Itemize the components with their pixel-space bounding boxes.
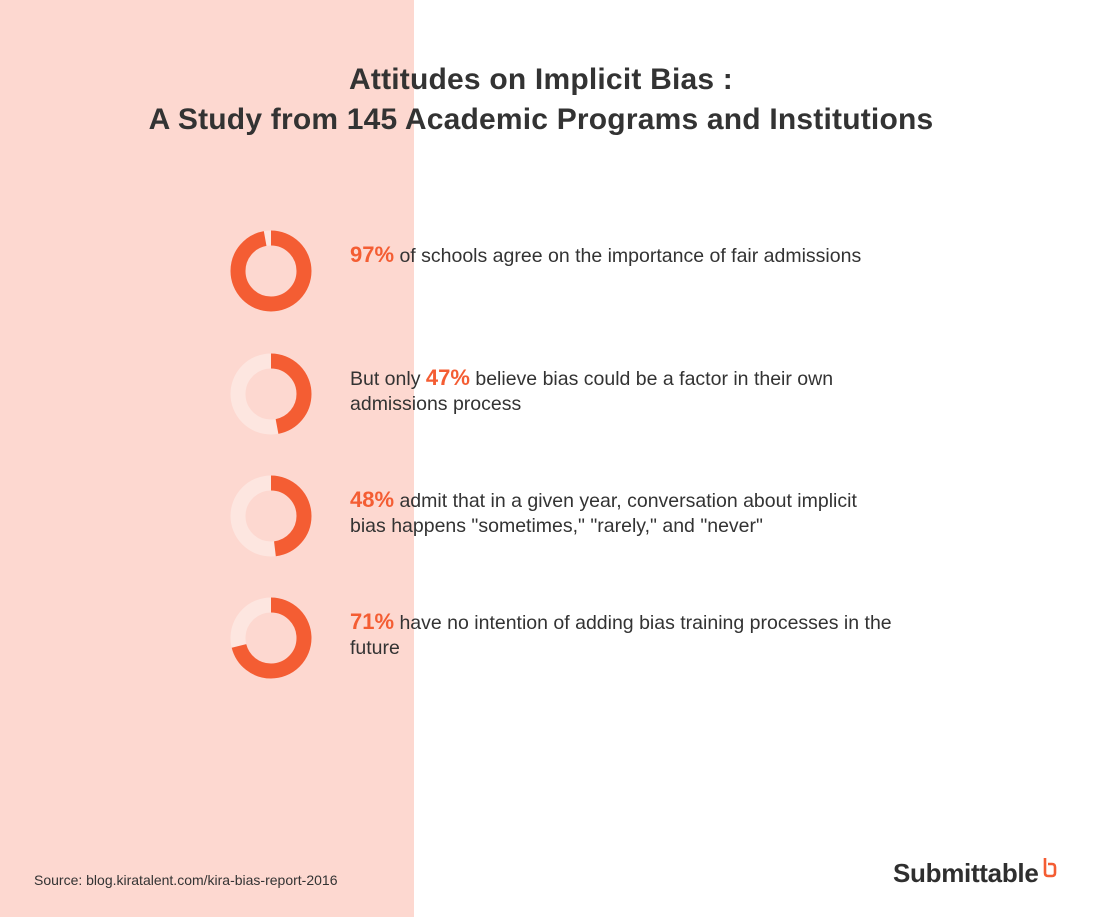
stat-row: 71% have no intention of adding bias tra… xyxy=(0,595,1100,685)
donut-value-arc xyxy=(230,475,312,557)
donut-chart xyxy=(230,353,312,435)
title-line-2: A Study from 145 Academic Programs and I… xyxy=(148,103,934,136)
donut-chart xyxy=(230,597,312,679)
background-panel xyxy=(0,0,414,917)
stat-text-description: believe bias could be a factor in their … xyxy=(350,368,834,415)
source-citation: Source: blog.kiratalent.com/kira-bias-re… xyxy=(34,872,338,888)
stat-text-description: of schools agree on the importance of fa… xyxy=(394,245,862,267)
donut-chart xyxy=(230,230,312,312)
stat-percentage: 48% xyxy=(350,487,395,512)
donut-chart xyxy=(230,475,312,557)
stat-row: But only 47% believe bias could be a fac… xyxy=(0,351,1100,441)
page-title: Attitudes on Implicit Bias : A Study fro… xyxy=(0,60,1082,140)
stat-row: 48% admit that in a given year, conversa… xyxy=(0,473,1100,563)
title-line-1: Attitudes on Implicit Bias : xyxy=(349,63,733,96)
stat-row: 97% of schools agree on the importance o… xyxy=(0,228,1100,318)
stat-text: 97% of schools agree on the importance o… xyxy=(350,242,895,269)
stat-percentage: 47% xyxy=(425,365,470,390)
stat-text: 71% have no intention of adding bias tra… xyxy=(350,609,895,661)
stat-text-description: admit that in a given year, conversation… xyxy=(350,490,857,537)
stat-text-prefix: But only xyxy=(350,368,426,390)
submittable-mark-icon xyxy=(1043,858,1056,878)
stat-text-description: have no intention of adding bias trainin… xyxy=(350,612,892,659)
logo-text: Submittable xyxy=(893,858,1039,888)
donut-value-arc xyxy=(230,230,312,312)
stat-text: 48% admit that in a given year, conversa… xyxy=(350,487,895,539)
donut-value-arc xyxy=(230,353,312,435)
donut-value-arc xyxy=(230,597,312,679)
stat-percentage: 97% xyxy=(350,242,395,267)
stat-percentage: 71% xyxy=(350,609,395,634)
submittable-logo: Submittable xyxy=(893,856,1058,890)
stat-text: But only 47% believe bias could be a fac… xyxy=(350,365,895,417)
